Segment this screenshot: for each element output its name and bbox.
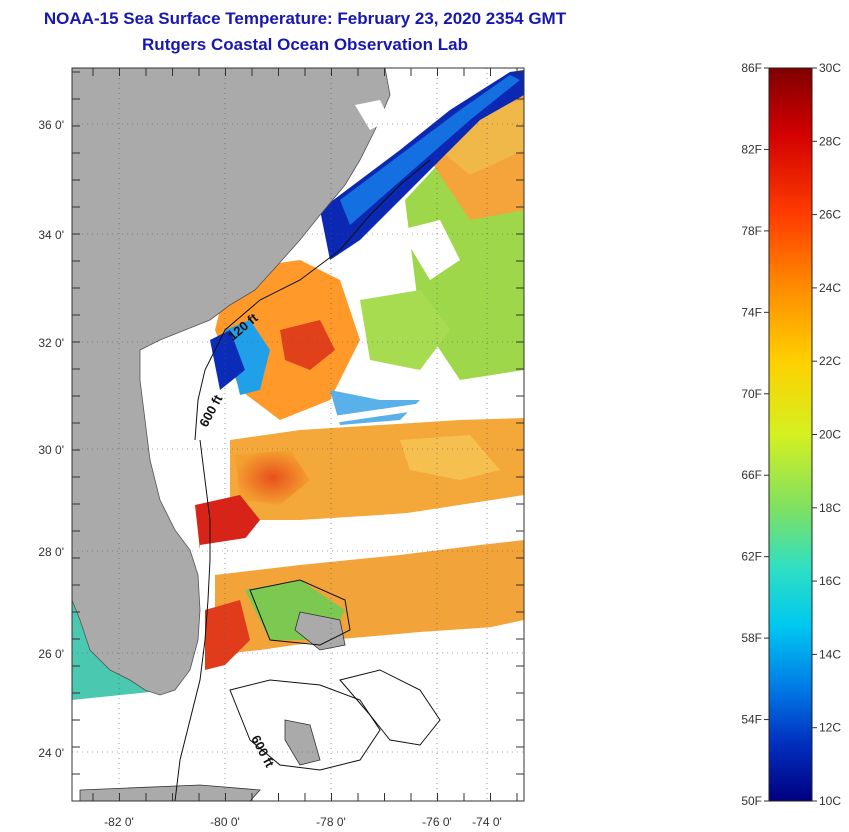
sst-gulf-stream-core	[195, 495, 260, 550]
sst-cold-patch	[210, 330, 245, 390]
lon-tick-label: -76 0'	[422, 815, 452, 829]
colorbar-label-f: 50F	[741, 794, 762, 808]
lat-tick-label: 24 0'	[38, 746, 64, 760]
colorbar-label-c: 20C	[819, 428, 841, 442]
sst-cold-coastal-north-2	[340, 75, 520, 225]
colorbar-label-c: 24C	[819, 281, 841, 295]
sst-south-hot	[205, 600, 250, 670]
cloud-stripe-south	[200, 495, 524, 575]
colorbar-label-c: 18C	[819, 501, 841, 515]
colorbar-label-c: 30C	[819, 61, 841, 75]
sst-gulf-stream	[235, 450, 310, 505]
colorbar-label-c: 26C	[819, 208, 841, 222]
colorbar-label-f: 82F	[741, 142, 762, 156]
land-cuba	[79, 784, 261, 801]
cloud-speckle-1	[355, 100, 390, 130]
axis-labels: -82 0' -80 0' -78 0' -76 0' -74 0' 36 0' 34 0'…	[38, 118, 501, 829]
sst-green-mid	[360, 290, 450, 370]
colorbar-label-c: 16C	[819, 574, 841, 588]
sst-warm-band-2	[400, 435, 500, 480]
land-andros	[284, 719, 321, 766]
plot-frame	[71, 67, 525, 802]
colorbar	[768, 67, 813, 802]
colorbar-label-c: 14C	[819, 647, 841, 661]
contour-600ft	[174, 439, 211, 801]
cloud-stripe-north	[205, 388, 524, 442]
colorbar-label-c: 28C	[819, 134, 841, 148]
colorbar-label-f: 66F	[741, 468, 762, 482]
colorbar-label-c: 10C	[819, 794, 841, 808]
contour-little-bahama	[249, 579, 351, 646]
contour-bahamas-bank	[229, 679, 381, 771]
colorbar-label-f: 70F	[741, 387, 762, 401]
colorbar-ticks	[764, 67, 817, 802]
colorbar-label-f: 58F	[741, 631, 762, 645]
lon-tick-label: -74 0'	[472, 815, 502, 829]
colorbar-label-c: 22C	[819, 354, 841, 368]
lat-tick-label: 28 0'	[38, 545, 64, 559]
colorbar-label-f: 78F	[741, 224, 762, 238]
graticule	[72, 68, 524, 801]
axis-ticks	[72, 68, 524, 801]
contour-bahamas-2	[339, 669, 441, 746]
sst-hot-spot	[280, 320, 335, 370]
lon-tick-label: -78 0'	[316, 815, 346, 829]
colorbar-label-f: 54F	[741, 713, 762, 727]
contour-120ft	[194, 159, 431, 441]
colorbar-label-f: 62F	[741, 550, 762, 564]
colorbar-label-f: 74F	[741, 305, 762, 319]
cloud-speckle-3	[160, 360, 200, 410]
map-title: NOAA-15 Sea Surface Temperature: Februar…	[43, 9, 567, 28]
lat-tick-label: 30 0'	[38, 443, 64, 457]
sst-warm-north-2	[440, 100, 524, 175]
lat-tick-label: 34 0'	[38, 228, 64, 242]
lat-tick-label: 32 0'	[38, 336, 64, 350]
colorbar-label-c: 12C	[819, 721, 841, 735]
map-subtitle: Rutgers Coastal Ocean Observation Lab	[142, 35, 468, 54]
cloud-speckle-2	[400, 220, 460, 280]
colorbar-labels: 86F 82F 78F 74F 70F 66F 62F 58F 54F 50F 30C 28C 26C 2…	[741, 61, 841, 808]
land-florida-panhandle	[72, 490, 100, 570]
lat-tick-label: 26 0'	[38, 647, 64, 661]
land-us-coast	[72, 68, 391, 696]
land-grand-bahama	[294, 611, 346, 651]
lon-tick-label: -80 0'	[210, 815, 240, 829]
lat-tick-label: 36 0'	[38, 118, 64, 132]
no-data-south	[150, 620, 524, 801]
map-plot-area	[72, 68, 524, 801]
lon-tick-label: -82 0'	[104, 815, 134, 829]
colorbar-label-f: 86F	[741, 61, 762, 75]
